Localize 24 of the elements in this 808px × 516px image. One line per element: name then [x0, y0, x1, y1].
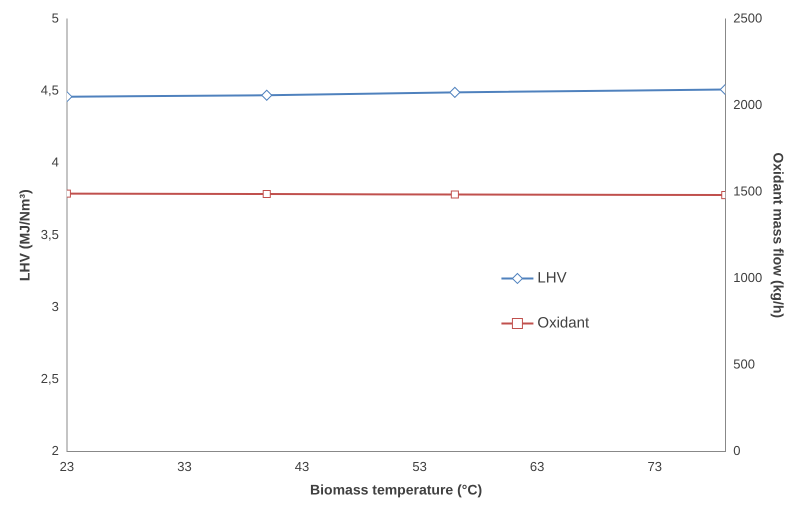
- y2-tick-label: 1500: [733, 184, 762, 198]
- y-tick-label: 3: [52, 298, 59, 314]
- y-axis-title: LHV (MJ/Nm³): [16, 189, 32, 282]
- y-tick-label: 4,5: [40, 82, 59, 98]
- x-tick-label: 63: [530, 458, 544, 474]
- legend-label: LHV: [537, 270, 567, 287]
- x-tick-label: 33: [177, 458, 192, 474]
- y2-tick-label: 500: [733, 356, 755, 372]
- y-tick-label: 5: [52, 10, 59, 26]
- y2-tick-label: 2000: [733, 96, 762, 112]
- x-tick-label: 43: [294, 458, 310, 474]
- x-tick-label: 73: [648, 458, 662, 474]
- x-tick-label: 23: [60, 458, 74, 474]
- y2-axis-title: Oxidant mass flow (kg/h): [770, 152, 787, 318]
- y-tick-label: 3,5: [40, 226, 59, 242]
- y-tick-label: 4: [52, 154, 59, 170]
- x-axis-title: Biomass temperature (°C): [310, 481, 482, 498]
- y2-tick-label: 0: [733, 443, 741, 458]
- y2-tick-label: 1000: [733, 270, 762, 286]
- x-tick-label: 53: [412, 458, 427, 474]
- y2-tick-label: 2500: [733, 10, 762, 26]
- y-tick-label: 2,5: [40, 371, 59, 386]
- legend-label: Oxidant: [537, 314, 590, 332]
- y-tick-label: 2: [52, 443, 59, 458]
